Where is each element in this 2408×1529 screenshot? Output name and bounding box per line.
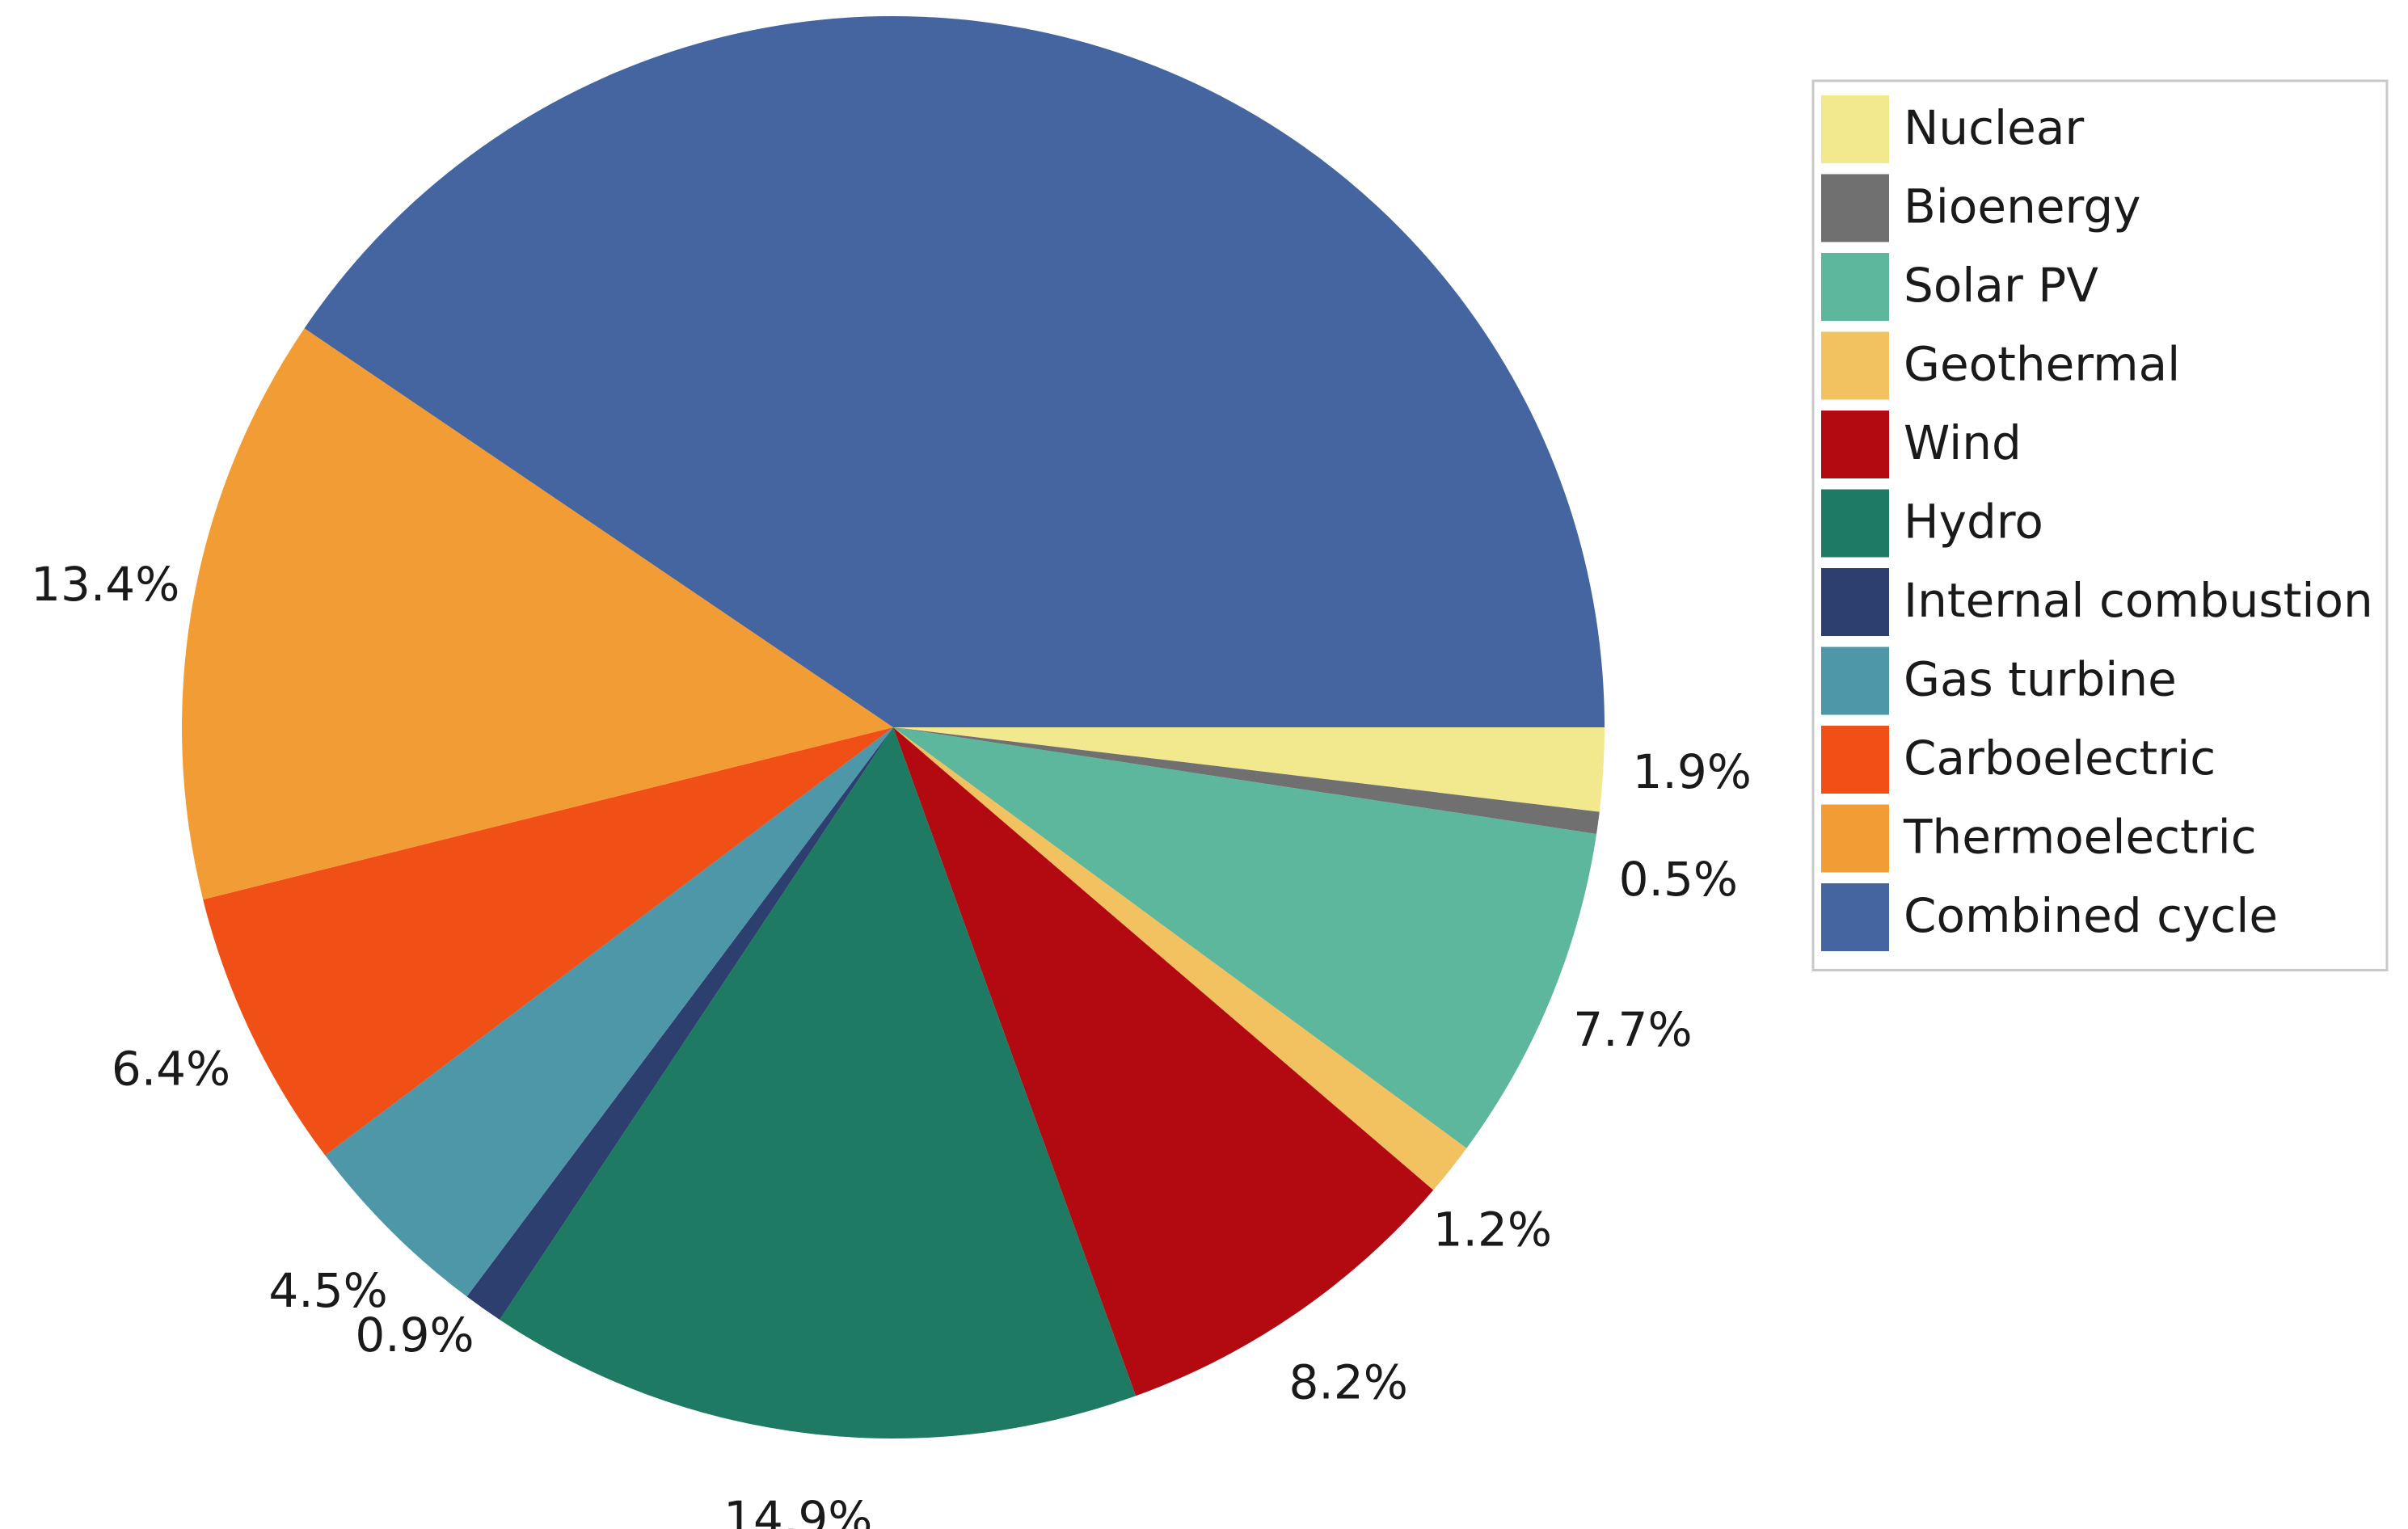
pie-slice-gas-turbine	[325, 727, 893, 1297]
legend-item-thermoelectric: Thermoelectric	[1821, 804, 2257, 873]
legend-swatch-carboelectric	[1821, 726, 1889, 794]
legend-swatch-thermoelectric	[1821, 804, 1889, 873]
legend-swatch-combined-cycle	[1821, 883, 1889, 951]
legend-item-bioenergy: Bioenergy	[1821, 174, 2140, 242]
pie-slice-bioenergy	[893, 727, 1600, 834]
legend-item-wind: Wind	[1821, 411, 2022, 478]
legend-label-wind: Wind	[1904, 415, 2022, 470]
legend-label-gas-turbine: Gas turbine	[1904, 652, 2177, 707]
legend-swatch-solar-pv	[1821, 253, 1889, 321]
legend-label-bioenergy: Bioenergy	[1904, 179, 2140, 234]
legend-frame	[1811, 79, 2389, 971]
pie-value-labels: 1.9% 0.5% 7.7% 1.2% 8.2% 14.9% 0.9%4.5% 6.4% 13.…	[31, 557, 1752, 1529]
value-label-thermoelectric: 13.4%	[31, 557, 179, 612]
legend-item-carboelectric: Carboelectric	[1821, 726, 2216, 794]
legend-swatch-gas-turbine	[1821, 647, 1889, 715]
legend-swatch-geothermal	[1821, 331, 1889, 400]
legend-swatch-wind	[1821, 411, 1889, 478]
legend-item-hydro: Hydro	[1821, 489, 2043, 558]
pie-slice-hydro	[500, 727, 1137, 1438]
legend-item-nuclear: Nuclear	[1821, 95, 2084, 163]
legend-item-solar-pv: Solar PV	[1821, 253, 2098, 321]
legend-swatch-bioenergy	[1821, 174, 1889, 242]
value-label-bioenergy: 0.5%	[1619, 852, 1738, 907]
pie-slice-combined-cycle	[304, 15, 1605, 727]
legend-label-carboelectric: Carboelectric	[1904, 731, 2216, 786]
pie-slice-carboelectric	[203, 727, 893, 1156]
legend-item-gas-turbine: Gas turbine	[1821, 647, 2177, 715]
pie-slice-solar-pv	[893, 727, 1597, 1148]
legend-swatch-nuclear	[1821, 95, 1889, 163]
legend-label-geothermal: Geothermal	[1904, 337, 2180, 392]
value-label-wind: 8.2%	[1289, 1354, 1408, 1409]
legend-swatch-internal-combustion	[1821, 568, 1889, 636]
value-label-solar-pv: 7.7%	[1573, 1002, 1692, 1057]
pie-slice-thermoelectric	[181, 328, 893, 900]
pie-slice-internal-combustion	[466, 727, 893, 1320]
pie-slice-wind	[893, 727, 1434, 1396]
value-label-geothermal: 1.2%	[1433, 1203, 1552, 1257]
value-label-gas-turbine: 4.5%	[268, 1263, 387, 1318]
legend-item-geothermal: Geothermal	[1821, 331, 2180, 400]
legend-label-nuclear: Nuclear	[1904, 100, 2084, 155]
value-label-internal-combustion: 0.9%	[355, 1308, 474, 1363]
legend: Nuclear Bioenergy Solar PV Geothermal Wind Hy…	[1811, 79, 2389, 971]
legend-label-combined-cycle: Combined cycle	[1904, 888, 2278, 943]
value-label-hydro: 14.9%	[723, 1491, 872, 1529]
value-label-nuclear: 1.9%	[1633, 744, 1752, 799]
legend-item-combined-cycle: Combined cycle	[1821, 883, 2278, 951]
legend-label-internal-combustion: Internal combustion	[1904, 573, 2373, 628]
legend-items: Nuclear Bioenergy Solar PV Geothermal Wind Hy…	[1821, 95, 2373, 951]
legend-label-thermoelectric: Thermoelectric	[1903, 810, 2257, 865]
legend-item-internal-combustion: Internal combustion	[1821, 568, 2373, 636]
pie-slices	[181, 15, 1605, 1438]
value-label-carboelectric: 6.4%	[112, 1041, 230, 1096]
legend-swatch-hydro	[1821, 489, 1889, 558]
legend-label-hydro: Hydro	[1904, 495, 2043, 550]
pie-slice-geothermal	[893, 727, 1467, 1190]
legend-label-solar-pv: Solar PV	[1904, 258, 2098, 313]
pie-slice-nuclear	[893, 727, 1605, 812]
